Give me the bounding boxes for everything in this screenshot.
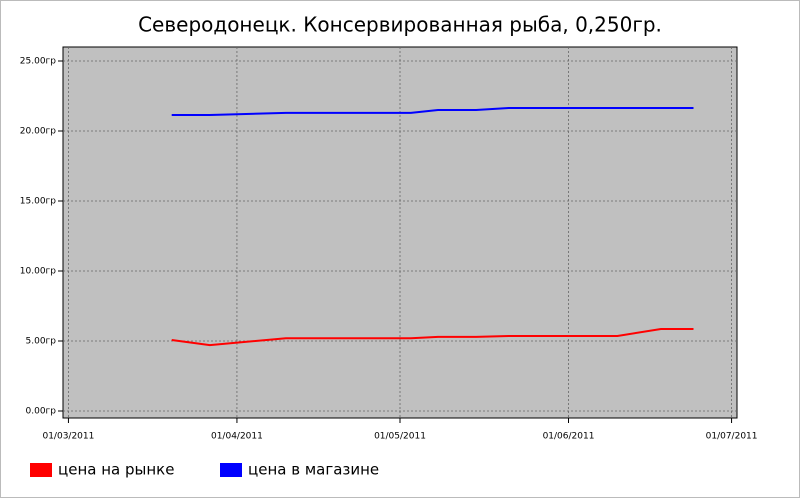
y-tick-label: 0.00гр <box>26 407 57 417</box>
y-tick-label: 25.00гр <box>20 57 56 67</box>
series-line <box>171 328 694 347</box>
legend-swatch <box>220 463 242 477</box>
y-tick-label: 10.00гр <box>20 267 56 277</box>
x-tick-label: 01/06/2011 <box>543 432 595 442</box>
x-tick-label: 01/04/2011 <box>211 432 263 442</box>
chart-title: Северодонецк. Консервированная рыба, 0,2… <box>138 13 662 37</box>
x-tick-label: 01/03/2011 <box>42 432 94 442</box>
legend-label: цена на рынке <box>58 461 174 479</box>
legend-label: цена в магазине <box>248 461 379 479</box>
series-line <box>171 107 694 116</box>
legend-swatch <box>30 463 52 477</box>
x-tick-label: 01/05/2011 <box>374 432 426 442</box>
x-tick-label: 01/07/2011 <box>706 432 758 442</box>
y-tick-label: 5.00гр <box>26 337 57 347</box>
y-tick-label: 20.00гр <box>20 127 56 137</box>
y-tick-label: 15.00гр <box>20 197 56 207</box>
